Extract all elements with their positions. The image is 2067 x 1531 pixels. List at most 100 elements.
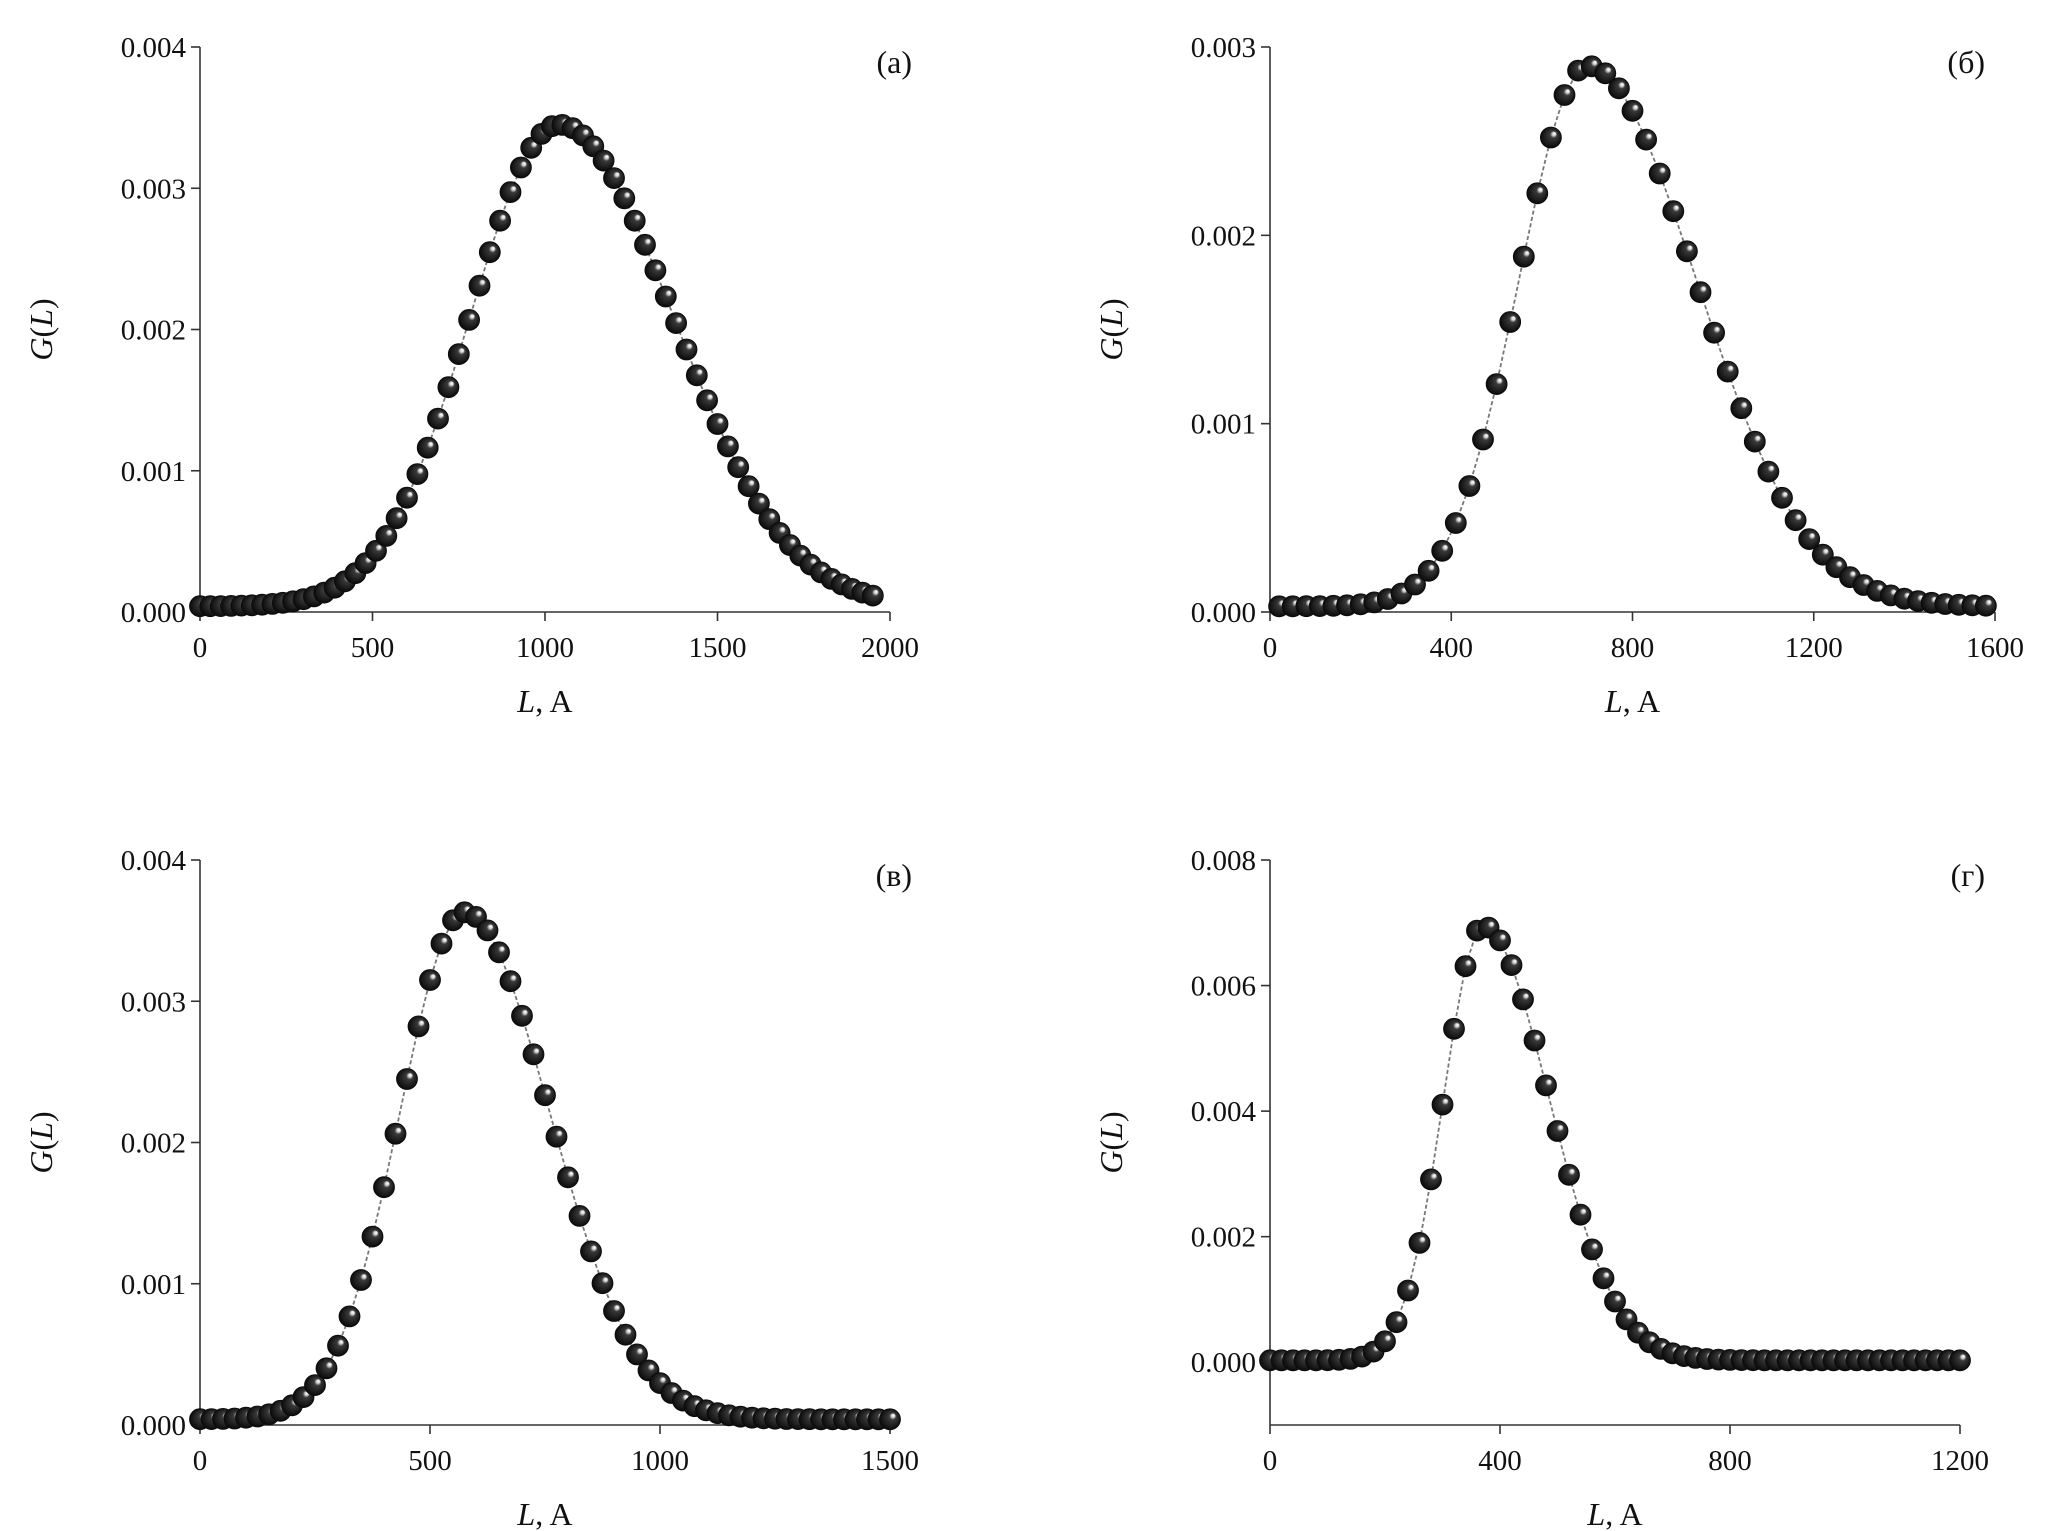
x-tick-label: 2000 (861, 632, 919, 664)
data-point (304, 1374, 326, 1396)
x-axis-variable: L (1604, 683, 1623, 719)
data-point (437, 376, 460, 399)
y-tick-label: 0.003 (1191, 32, 1256, 64)
data-point (603, 167, 625, 190)
x-tick-label: 1200 (1785, 632, 1843, 664)
data-point (1662, 200, 1685, 223)
data-point (592, 149, 615, 172)
data-point (1716, 360, 1739, 383)
data-point (665, 312, 687, 335)
x-axis-unit: , A (1605, 1496, 1642, 1531)
data-point (1431, 1093, 1454, 1116)
y-axis-function: G (23, 1151, 59, 1174)
data-point (696, 389, 718, 412)
data-point (478, 241, 501, 264)
data-point (1417, 559, 1440, 582)
data-point (1743, 430, 1766, 453)
data-point (1581, 1238, 1603, 1261)
y-tick-label: 0.006 (1191, 971, 1256, 1003)
data-point (613, 187, 636, 210)
data-point (1535, 1074, 1557, 1097)
x-axis-variable: L (1586, 1496, 1605, 1531)
data-point (406, 463, 429, 486)
x-axis-unit: , A (535, 683, 572, 719)
data-point (1408, 1232, 1431, 1254)
y-tick-label: 0.004 (121, 845, 187, 877)
series-line (199, 911, 890, 1421)
y-tick-label: 0.003 (121, 173, 186, 205)
data-point (727, 456, 750, 479)
x-tick-label: 1500 (861, 1445, 919, 1477)
data-point (591, 1272, 614, 1295)
x-axis-title: L, A (1604, 683, 1660, 719)
data-point (644, 259, 667, 282)
data-point (1397, 1279, 1419, 1302)
panel-label: (в) (876, 857, 912, 893)
data-point (430, 932, 453, 955)
y-axis-paren-close: ) (23, 298, 59, 309)
data-point (1485, 373, 1508, 396)
data-point (1458, 475, 1481, 497)
data-point (1594, 62, 1617, 85)
y-axis-paren-open: ( (23, 1140, 59, 1151)
data-point (1975, 594, 1997, 617)
y-axis-title: G(L) (23, 1111, 59, 1173)
y-axis-function: G (1093, 338, 1129, 361)
data-point (350, 1269, 372, 1291)
data-point (1500, 954, 1523, 976)
y-tick-label: 0.000 (1191, 597, 1256, 629)
y-axis-paren-open: ( (23, 327, 59, 338)
y-axis-variable: L (1093, 1122, 1129, 1141)
data-point (580, 1240, 602, 1263)
data-point (1374, 1330, 1396, 1353)
data-point (1635, 128, 1657, 151)
data-point (626, 1343, 648, 1366)
x-tick-label: 1000 (631, 1445, 689, 1477)
y-axis-paren-open: ( (1093, 327, 1129, 338)
x-tick-label: 0 (1263, 632, 1278, 664)
data-point (1648, 162, 1671, 185)
data-point (1523, 1029, 1546, 1052)
data-point (861, 584, 884, 607)
x-tick-label: 500 (408, 1445, 452, 1477)
data-point (568, 1205, 591, 1227)
data-point (1558, 1163, 1580, 1186)
data-point (1512, 245, 1535, 268)
data-point (488, 941, 510, 964)
data-point (1621, 99, 1644, 122)
data-point (1472, 428, 1494, 451)
data-point (1703, 321, 1725, 344)
x-tick-label: 1600 (1966, 632, 2024, 664)
data-point (1444, 512, 1467, 534)
data-point (685, 364, 708, 387)
x-tick-label: 0 (193, 1445, 208, 1477)
data-point (1592, 1267, 1615, 1290)
data-point (1553, 84, 1576, 106)
y-axis-variable: L (23, 1122, 59, 1141)
y-tick-label: 0.000 (121, 597, 186, 629)
data-point (675, 338, 698, 361)
data-point (614, 1323, 637, 1346)
data-point (1798, 528, 1821, 550)
y-tick-label: 0.001 (121, 1269, 186, 1301)
data-point (468, 274, 491, 297)
x-tick-label: 0 (1263, 1445, 1278, 1477)
data-point (375, 525, 398, 547)
data-point (1420, 1168, 1442, 1191)
data-point (1454, 955, 1477, 978)
y-axis-variable: L (23, 309, 59, 328)
data-point (419, 969, 441, 991)
data-point (476, 919, 499, 942)
x-tick-label: 800 (1708, 1445, 1752, 1477)
x-tick-label: 500 (351, 632, 395, 664)
y-tick-label: 0.002 (121, 315, 186, 347)
x-tick-label: 0 (193, 632, 208, 664)
y-tick-label: 0.004 (1191, 1096, 1257, 1128)
data-point (737, 475, 760, 498)
data-point (1949, 1349, 1971, 1372)
data-point (384, 1122, 407, 1145)
x-tick-label: 400 (1430, 632, 1474, 664)
y-tick-label: 0.003 (121, 986, 186, 1018)
